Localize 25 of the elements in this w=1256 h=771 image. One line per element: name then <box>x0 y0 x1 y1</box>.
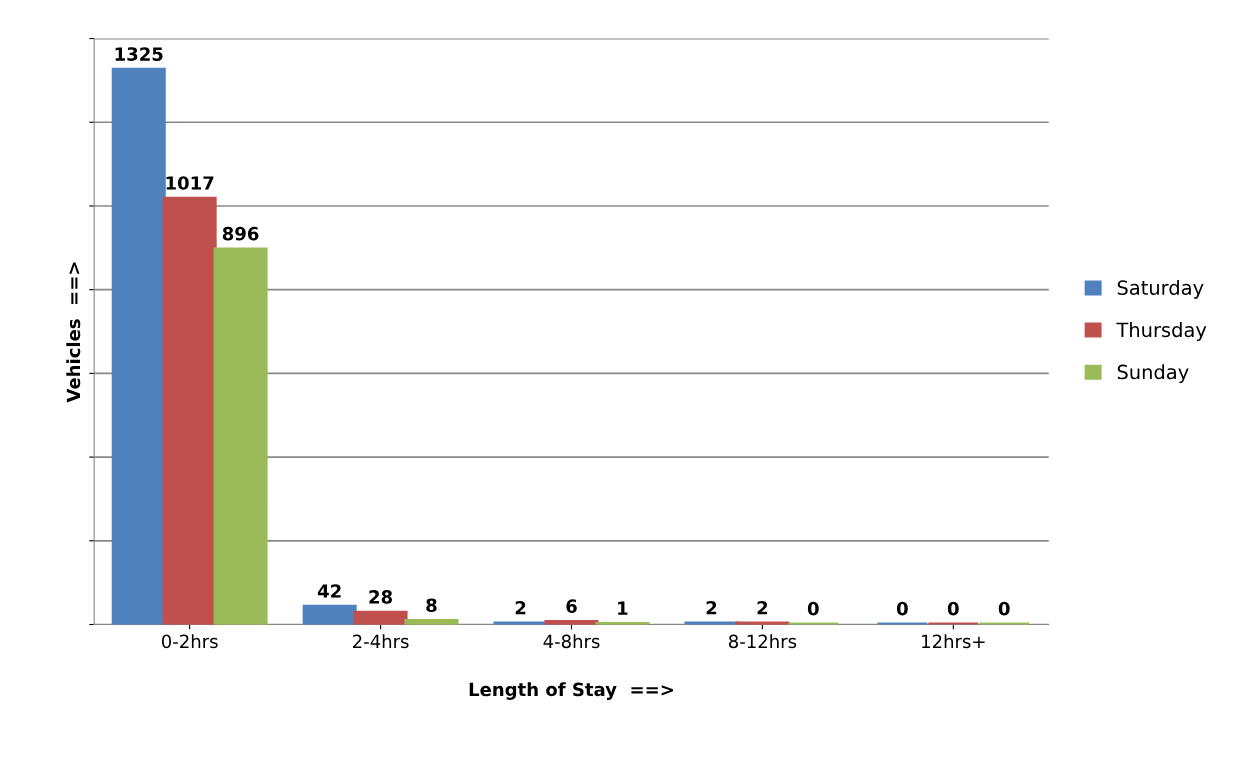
y-axis-title: Vehicles ==> <box>66 262 81 403</box>
data-label: 0 <box>947 601 959 616</box>
x-tick-label: 2-4hrs <box>353 634 409 649</box>
data-label: 6 <box>566 599 577 613</box>
data-label: 42 <box>317 584 341 598</box>
legend-label: Saturday <box>1117 279 1204 299</box>
x-tick-label: 8-12hrs <box>728 634 797 649</box>
x-tick-label: 0-2hrs <box>161 634 218 649</box>
legend-label: Sunday <box>1117 364 1189 384</box>
data-label: 896 <box>222 226 259 241</box>
data-label: 1 <box>618 601 628 615</box>
x-tick-label: 4-8hrs <box>543 634 600 649</box>
data-label: 1325 <box>115 47 163 61</box>
data-label: 2 <box>515 600 526 615</box>
data-label: 0 <box>807 601 819 616</box>
legend-label: Thursday <box>1116 322 1207 341</box>
data-label: 0 <box>896 601 908 616</box>
data-label: 28 <box>369 590 393 604</box>
data-label: 2 <box>757 600 768 615</box>
data-label: 1017 <box>166 176 214 190</box>
x-tick-label: 12hrs+ <box>922 634 985 649</box>
x-axis-title: Length of Stay ==> <box>469 682 673 700</box>
data-label: 2 <box>706 600 717 615</box>
data-label: 8 <box>426 598 437 613</box>
data-label: 0 <box>998 601 1010 616</box>
